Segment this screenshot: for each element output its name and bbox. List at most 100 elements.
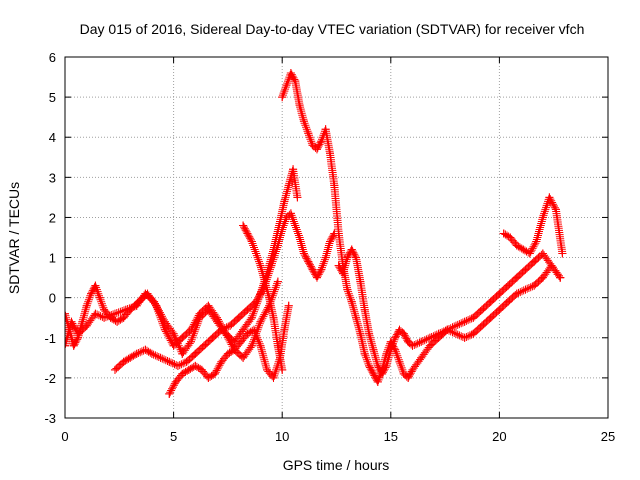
data-point — [504, 297, 513, 306]
data-point — [119, 313, 128, 322]
data-point — [391, 333, 400, 342]
data-point — [521, 285, 530, 294]
data-point — [278, 365, 287, 374]
data-point — [226, 321, 235, 330]
data-point — [382, 361, 391, 370]
data-point — [169, 341, 178, 350]
data-point — [286, 69, 295, 78]
data-series — [65, 69, 567, 398]
data-point — [267, 261, 276, 270]
data-point — [512, 273, 521, 282]
data-point — [352, 253, 361, 262]
x-tick-label: 0 — [61, 429, 68, 444]
data-point — [186, 325, 195, 334]
data-point — [186, 337, 195, 346]
data-point — [343, 285, 352, 294]
tick-labels: 0 5 10 15 20 25 -3 -2 -1 0 1 2 3 4 5 6 — [44, 50, 615, 444]
data-point — [532, 237, 541, 246]
data-point — [256, 261, 265, 270]
data-point — [247, 313, 256, 322]
y-tick-label: 4 — [49, 130, 56, 145]
data-point — [395, 357, 404, 366]
data-point — [443, 325, 452, 334]
data-point — [282, 213, 291, 222]
data-point — [160, 325, 169, 334]
data-point — [317, 265, 326, 274]
data-point — [504, 281, 513, 290]
data-point — [334, 229, 343, 238]
data-point — [417, 337, 426, 346]
data-point — [260, 277, 269, 286]
data-point — [182, 357, 191, 366]
data-point — [538, 273, 547, 282]
data-point — [280, 197, 289, 206]
data-point — [343, 253, 352, 262]
data-point — [284, 181, 293, 190]
data-point — [495, 289, 504, 298]
data-point — [273, 277, 282, 286]
data-point — [460, 317, 469, 326]
series-track-1 — [65, 165, 302, 358]
data-point — [378, 369, 387, 378]
data-point — [291, 221, 300, 230]
data-point — [519, 245, 528, 254]
data-point — [295, 233, 304, 242]
data-point — [269, 373, 278, 382]
data-point — [478, 321, 487, 330]
data-point — [525, 249, 534, 258]
data-point — [169, 329, 178, 338]
data-point — [434, 329, 443, 338]
data-point — [530, 257, 539, 266]
data-point — [360, 349, 369, 358]
data-point — [74, 333, 83, 342]
data-point — [317, 137, 326, 146]
data-point — [156, 353, 165, 362]
data-point — [395, 325, 404, 334]
data-point — [126, 353, 135, 362]
data-point — [404, 373, 413, 382]
x-tick-label: 15 — [384, 429, 398, 444]
data-point — [278, 225, 287, 234]
data-point — [308, 141, 317, 150]
data-point — [178, 333, 187, 342]
data-point — [252, 297, 261, 306]
data-point — [486, 313, 495, 322]
data-point — [91, 281, 100, 290]
data-point — [551, 205, 560, 214]
data-point — [460, 333, 469, 342]
data-point — [126, 305, 135, 314]
data-point — [152, 301, 161, 310]
data-point — [110, 365, 119, 374]
x-tick-label: 10 — [275, 429, 289, 444]
data-point — [65, 341, 69, 350]
data-point — [147, 349, 156, 358]
data-point — [495, 305, 504, 314]
data-point — [451, 321, 460, 330]
data-point — [239, 221, 248, 230]
data-point — [256, 317, 265, 326]
data-point — [265, 301, 274, 310]
data-point — [545, 193, 554, 202]
data-point — [165, 357, 174, 366]
data-point — [113, 317, 122, 326]
data-point — [373, 377, 382, 386]
data-point — [386, 345, 395, 354]
data-point — [404, 337, 413, 346]
x-tick-label: 25 — [601, 429, 615, 444]
data-point — [278, 93, 287, 102]
data-point — [191, 349, 200, 358]
data-point — [347, 297, 356, 306]
data-point — [282, 81, 291, 90]
data-point — [178, 369, 187, 378]
data-point — [499, 229, 508, 238]
data-point — [347, 245, 356, 254]
data-point — [360, 305, 369, 314]
data-point — [269, 313, 278, 322]
data-point — [280, 325, 289, 334]
chart-title: Day 015 of 2016, Sidereal Day-to-day VTE… — [80, 21, 585, 37]
data-point — [286, 209, 295, 218]
data-point — [512, 289, 521, 298]
data-point — [221, 329, 230, 338]
y-tick-label: -1 — [44, 331, 56, 346]
data-point — [191, 361, 200, 370]
